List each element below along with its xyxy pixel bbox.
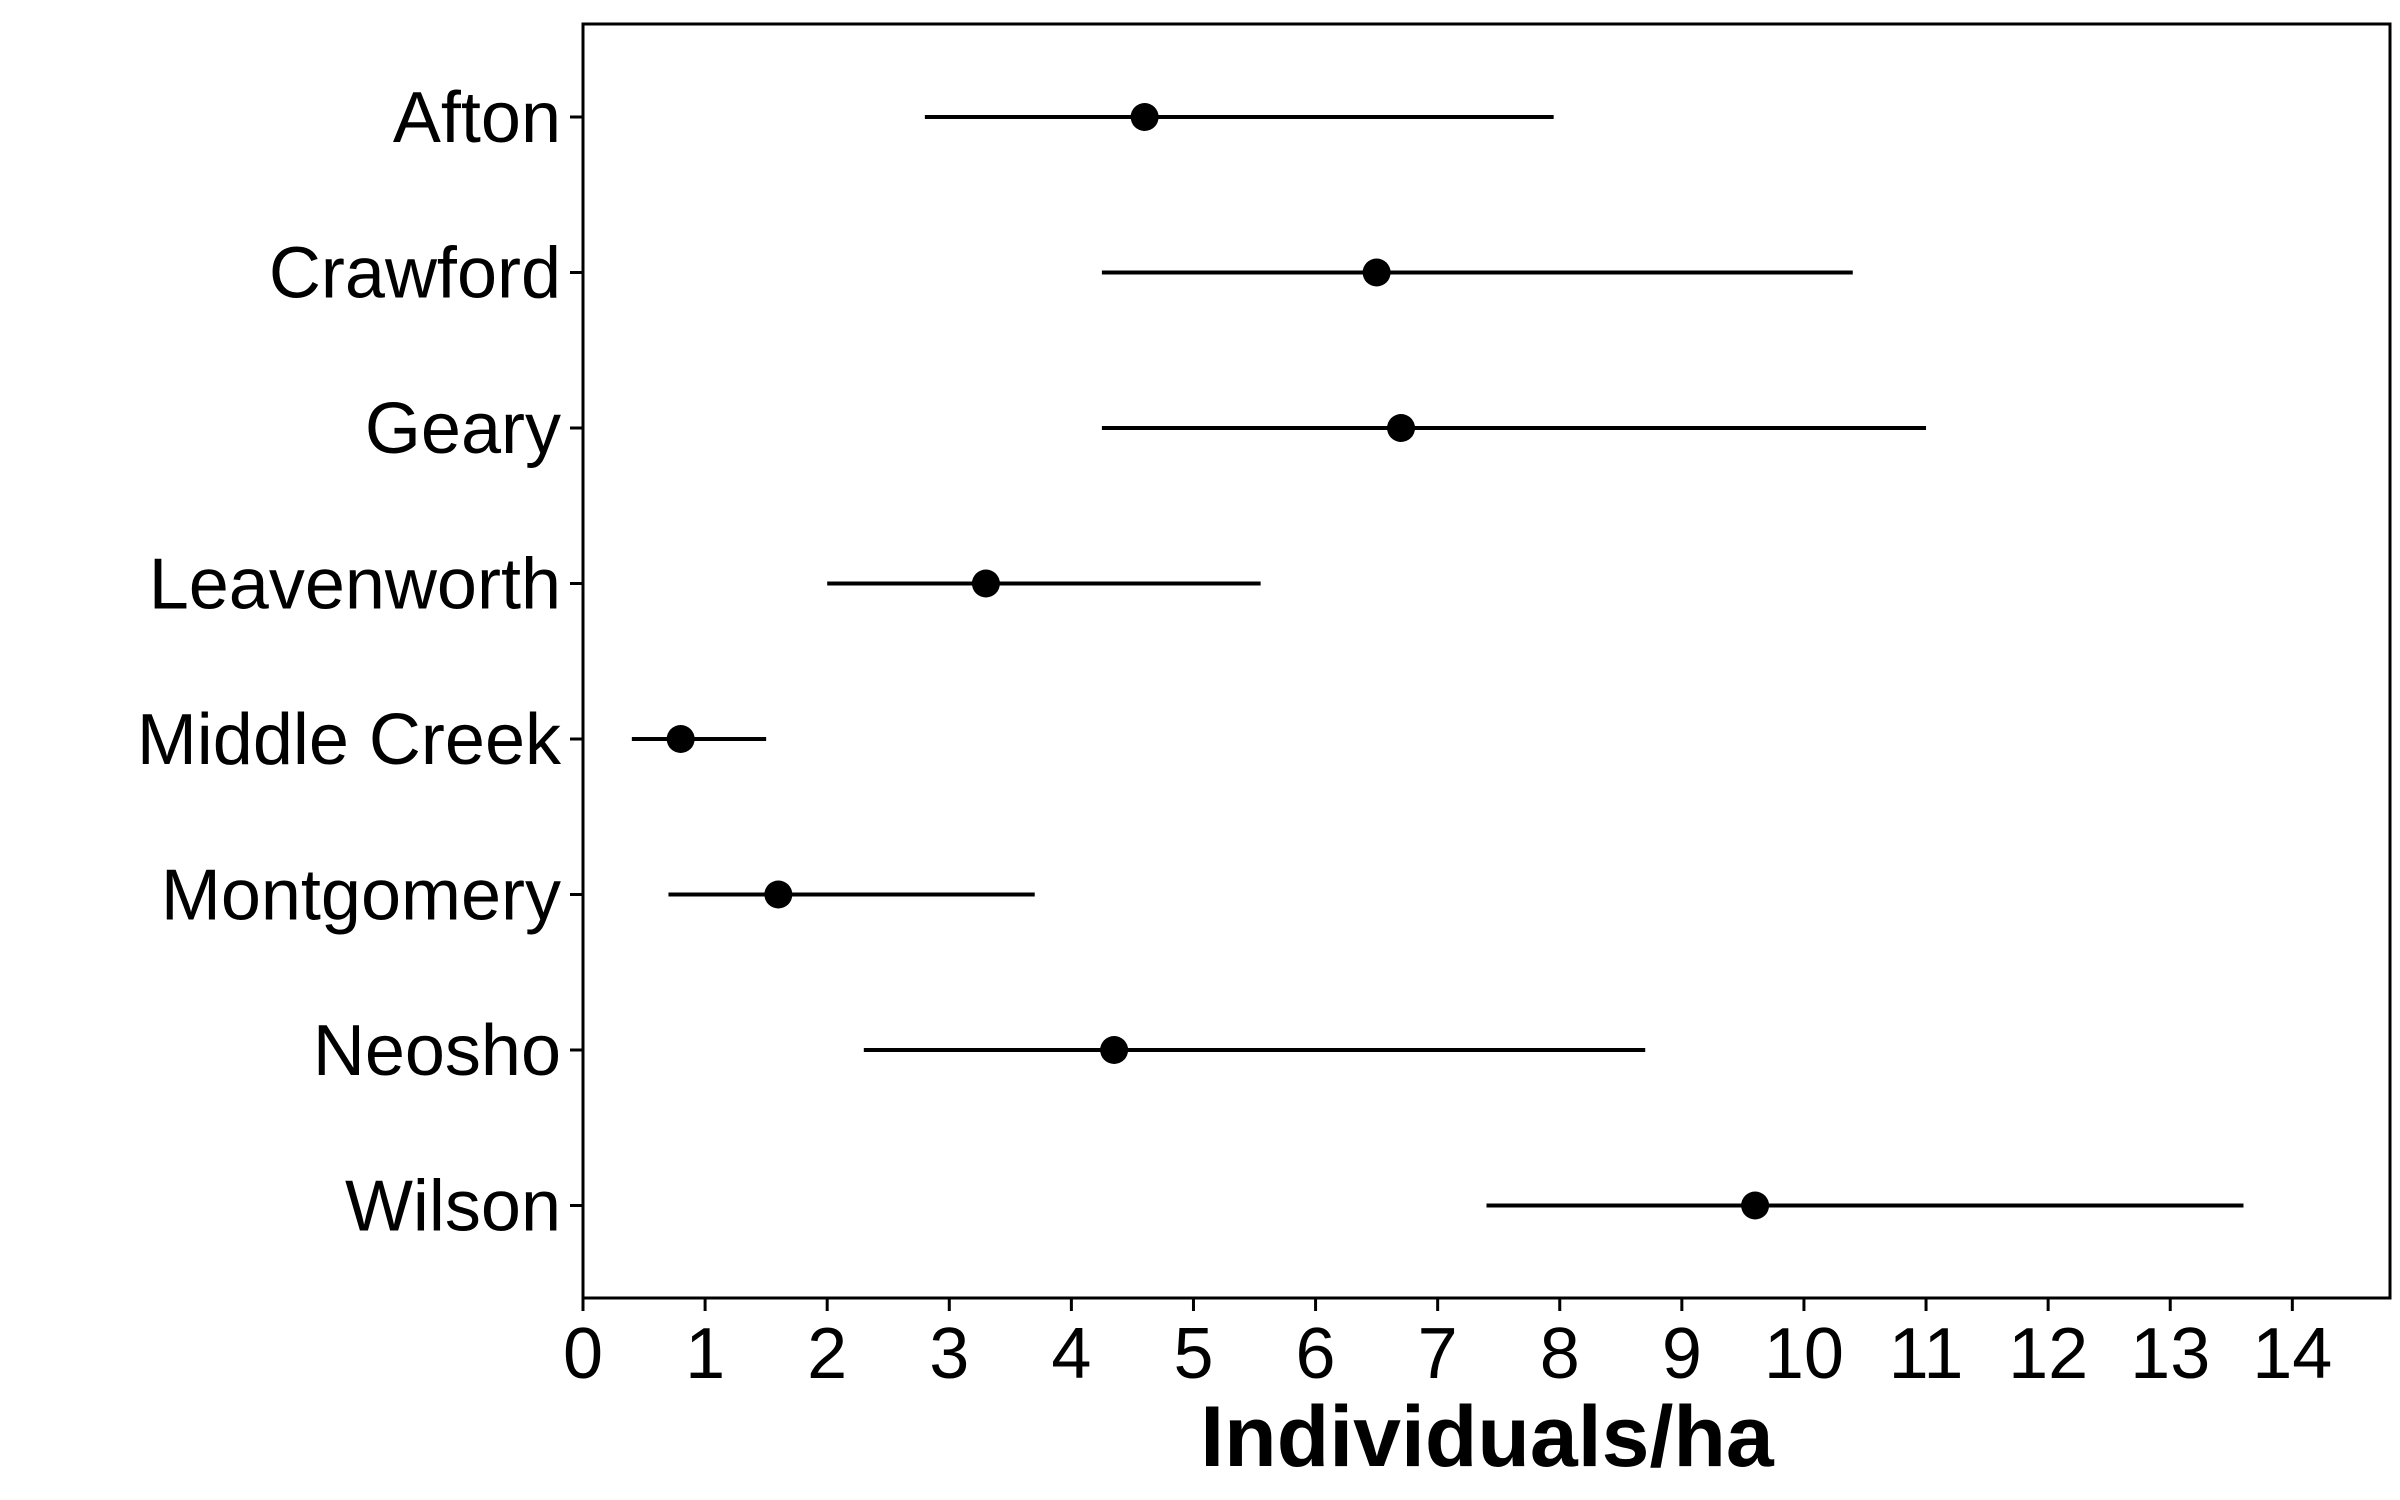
x-tick-label-0: 0: [563, 1314, 603, 1394]
point-middle-creek: [666, 725, 695, 753]
x-tick-label-11: 11: [1889, 1314, 1964, 1394]
x-tick-label-12: 12: [2008, 1314, 2088, 1394]
y-axis: Afton Crawford Geary Leavenworth Middle Cree…: [137, 78, 583, 1247]
x-axis-title: Individuals/ha: [1200, 1389, 1775, 1485]
y-tick-label-leavenworth: Leavenworth: [149, 545, 561, 625]
y-tick-label-montgomery: Montgomery: [161, 856, 561, 936]
x-tick-label-9: 9: [1662, 1314, 1702, 1394]
x-tick-label-7: 7: [1418, 1314, 1458, 1394]
y-tick-label-geary: Geary: [365, 389, 561, 469]
y-tick-label-afton: Afton: [393, 78, 561, 158]
point-wilson: [1741, 1191, 1770, 1220]
point-afton: [1130, 103, 1159, 131]
y-tick-label-wilson: Wilson: [345, 1167, 561, 1247]
point-geary: [1387, 414, 1416, 442]
x-tick-label-10: 10: [1764, 1314, 1844, 1394]
x-tick-label-4: 4: [1051, 1314, 1091, 1394]
point-neosho: [1100, 1036, 1129, 1064]
x-tick-label-3: 3: [929, 1314, 969, 1394]
point-crawford: [1362, 258, 1391, 287]
y-tick-label-crawford: Crawford: [269, 234, 561, 314]
y-tick-label-neosho: Neosho: [313, 1011, 561, 1091]
point-montgomery: [764, 880, 793, 909]
x-tick-label-8: 8: [1540, 1314, 1580, 1394]
x-tick-label-6: 6: [1296, 1314, 1336, 1394]
x-tick-label-14: 14: [2252, 1314, 2332, 1394]
plot-marks: [631, 103, 2244, 1220]
x-axis: 0 1 2 3 4 5 6 7 8 9 10 11 12 13 14: [563, 1298, 2332, 1394]
y-tick-label-middle-creek: Middle Creek: [137, 700, 562, 780]
x-tick-label-5: 5: [1173, 1314, 1213, 1394]
plot-panel-border: [581, 22, 2392, 1300]
x-tick-label-2: 2: [807, 1314, 847, 1394]
x-tick-label-1: 1: [685, 1314, 725, 1394]
x-tick-label-13: 13: [2130, 1314, 2210, 1394]
point-leavenworth: [971, 569, 1000, 598]
